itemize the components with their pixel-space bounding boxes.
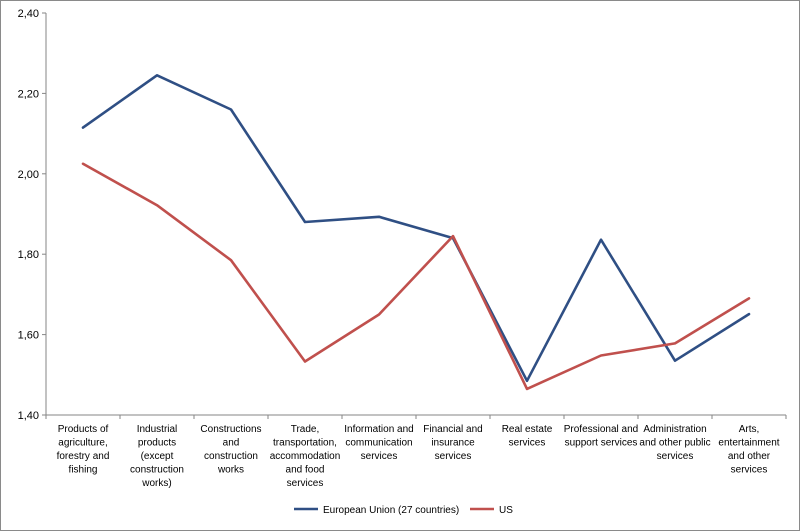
x-tick-label: Professional and support services bbox=[564, 424, 639, 449]
x-tick-label: Information and communication services bbox=[344, 424, 414, 462]
x-tick-label: Constructions and construction works bbox=[200, 424, 261, 476]
series-line-us bbox=[81, 162, 751, 391]
legend-label: European Union (27 countries) bbox=[323, 505, 459, 516]
y-tick-label: 1,40 bbox=[18, 410, 39, 422]
series-line-eu bbox=[81, 74, 751, 383]
x-tick-label: Products of agriculture, forestry and fishi… bbox=[57, 424, 110, 476]
y-tick-label: 2,20 bbox=[18, 88, 39, 100]
x-tick-label: Real estate services bbox=[502, 424, 553, 449]
legend-label: US bbox=[499, 505, 513, 516]
y-tick-label: 2,00 bbox=[18, 169, 39, 181]
y-tick-label: 1,80 bbox=[18, 249, 39, 261]
x-tick-label: Trade, transportation, accommodation and fo… bbox=[270, 424, 341, 489]
x-tick-label: Financial and insurance services bbox=[423, 424, 482, 462]
y-tick-label: 2,40 bbox=[18, 8, 39, 20]
y-tick-label: 1,60 bbox=[18, 330, 39, 342]
x-tick-label: Administration and other public services bbox=[639, 424, 710, 462]
x-tick-label: Arts, entertainment and other services bbox=[718, 424, 779, 476]
x-tick-label: Industrial products (except construction wor… bbox=[130, 424, 184, 489]
